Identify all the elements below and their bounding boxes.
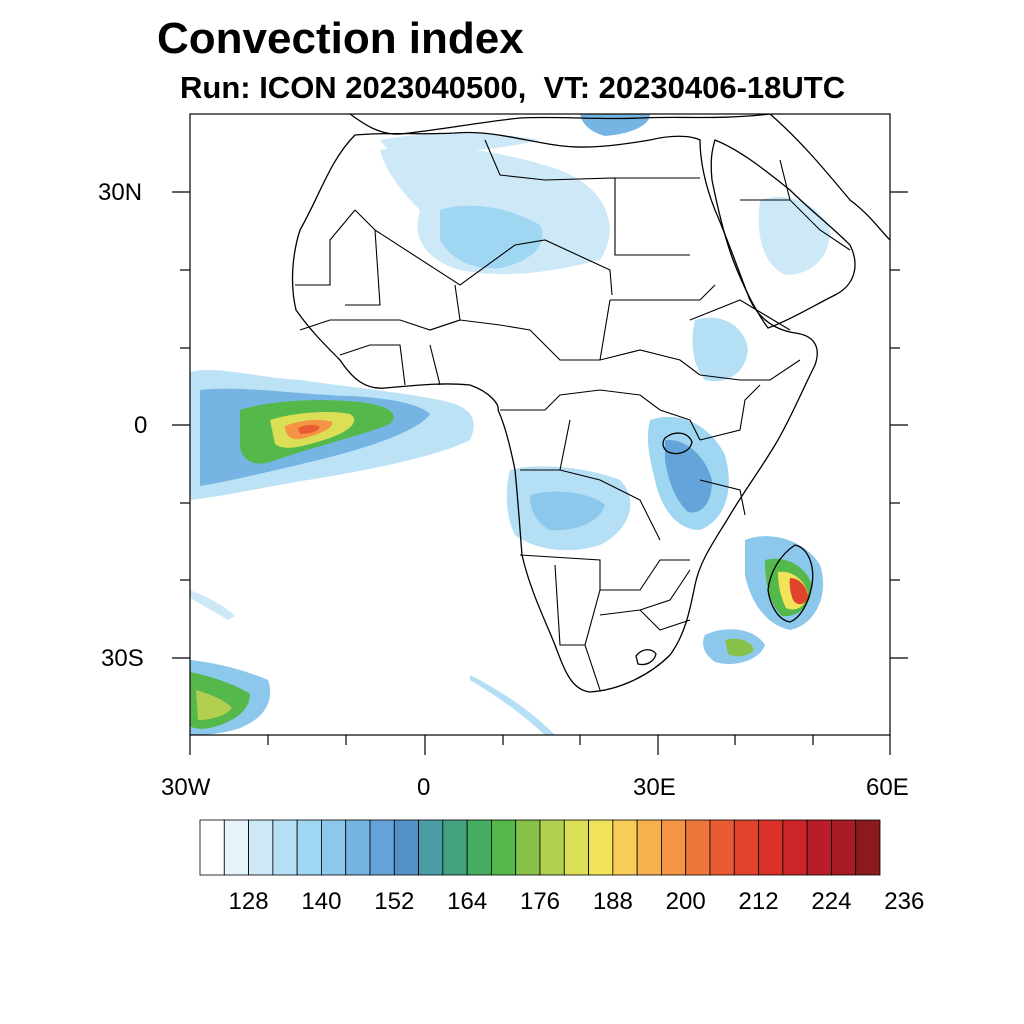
colorbar-box bbox=[223, 819, 249, 876]
colorbar-box bbox=[661, 819, 687, 876]
europe-coastline bbox=[349, 114, 771, 135]
colorbar-box bbox=[588, 819, 614, 876]
arabia-cloud bbox=[758, 196, 830, 275]
arabia-coastline bbox=[710, 139, 856, 329]
africa-coastline bbox=[291, 131, 818, 693]
colorbar-box bbox=[466, 819, 492, 876]
map-title: Convection index bbox=[157, 14, 524, 63]
lat-label-30s: 30S bbox=[101, 645, 144, 672]
colorbar-box bbox=[199, 819, 225, 876]
coastlines bbox=[291, 114, 890, 693]
colorbar-box bbox=[515, 819, 541, 876]
lon-label-30e: 30E bbox=[633, 774, 676, 801]
colorbar-label: 140 bbox=[301, 888, 342, 915]
border-sahel bbox=[330, 319, 701, 376]
colorbar-label: 164 bbox=[447, 888, 488, 915]
colorbar-label: 128 bbox=[228, 888, 269, 915]
colorbar-label: 224 bbox=[811, 888, 852, 915]
border-angola bbox=[519, 554, 690, 591]
lesotho bbox=[635, 649, 657, 666]
colorbar-box bbox=[612, 819, 638, 876]
colorbar-box bbox=[806, 819, 832, 876]
border-congo bbox=[520, 419, 661, 541]
colorbar-label: 152 bbox=[374, 888, 415, 915]
colorbar-box bbox=[345, 819, 371, 876]
border-sudan bbox=[599, 284, 716, 361]
colorbar-box bbox=[491, 819, 517, 876]
colorbar-box bbox=[563, 819, 589, 876]
colorbar-box bbox=[418, 819, 444, 876]
colorbar-box bbox=[758, 819, 784, 876]
colorbar-box bbox=[369, 819, 395, 876]
colorbar-box bbox=[442, 819, 468, 876]
border-arabia bbox=[740, 159, 851, 251]
lake-victoria bbox=[662, 432, 693, 455]
madagascar-convection-red bbox=[789, 578, 808, 605]
colorbar-label: 212 bbox=[738, 888, 779, 915]
lon-label-0: 0 bbox=[417, 774, 431, 801]
colorbar-label: 236 bbox=[884, 888, 925, 915]
colorbar-box bbox=[782, 819, 808, 876]
colorbar-box bbox=[393, 819, 419, 876]
border-namibia bbox=[554, 564, 601, 691]
country-borders bbox=[295, 139, 851, 691]
lon-label-60e: 60E bbox=[866, 774, 909, 801]
colorbar-box bbox=[733, 819, 759, 876]
southwest-convection-yellow bbox=[196, 690, 232, 720]
colorbar-box bbox=[539, 819, 565, 876]
colorbar-box bbox=[709, 819, 735, 876]
lat-label-30n: 30N bbox=[98, 179, 143, 206]
western-streamer bbox=[190, 590, 235, 620]
colorbar-box bbox=[831, 819, 857, 876]
mediterranean-cloud bbox=[580, 114, 650, 136]
ethiopia-convection bbox=[692, 317, 748, 382]
lon-label-30w: 30W bbox=[161, 774, 211, 801]
lat-label-0: 0 bbox=[134, 412, 148, 439]
iran-coastline bbox=[769, 114, 890, 241]
atlantic-convection-core bbox=[298, 424, 320, 434]
southern-streamer bbox=[470, 675, 555, 735]
axis-ticks bbox=[172, 191, 908, 755]
colorbar-label: 200 bbox=[665, 888, 706, 915]
sahara-cloud-core bbox=[440, 205, 543, 269]
colorbar-label: 176 bbox=[519, 888, 561, 915]
north-cloud-strip bbox=[380, 133, 540, 153]
colorbar-box bbox=[296, 819, 322, 876]
map-subtitle: Run: ICON 2023040500, VT: 20230406-18UTC bbox=[180, 70, 846, 105]
congo-convection-core bbox=[530, 491, 605, 531]
east-africa-convection-core bbox=[665, 439, 712, 513]
border-east bbox=[689, 384, 761, 516]
colorbar-box bbox=[248, 819, 274, 876]
colorbar-box bbox=[321, 819, 347, 876]
border-egypt-libya bbox=[484, 139, 700, 256]
southeast-atlantic-cell-core bbox=[725, 638, 754, 657]
colorbar-box bbox=[636, 819, 662, 876]
convection-field bbox=[190, 114, 830, 735]
colorbar-box bbox=[855, 819, 881, 876]
colorbar-label: 188 bbox=[592, 888, 633, 915]
colorbar-box bbox=[272, 819, 298, 876]
colorbar bbox=[199, 819, 881, 876]
madagascar-coastline bbox=[767, 544, 814, 623]
border-ethiopia bbox=[689, 299, 801, 381]
colorbar-box bbox=[685, 819, 711, 876]
border-central bbox=[500, 389, 691, 421]
border-south bbox=[599, 569, 691, 631]
border-west bbox=[295, 209, 441, 386]
